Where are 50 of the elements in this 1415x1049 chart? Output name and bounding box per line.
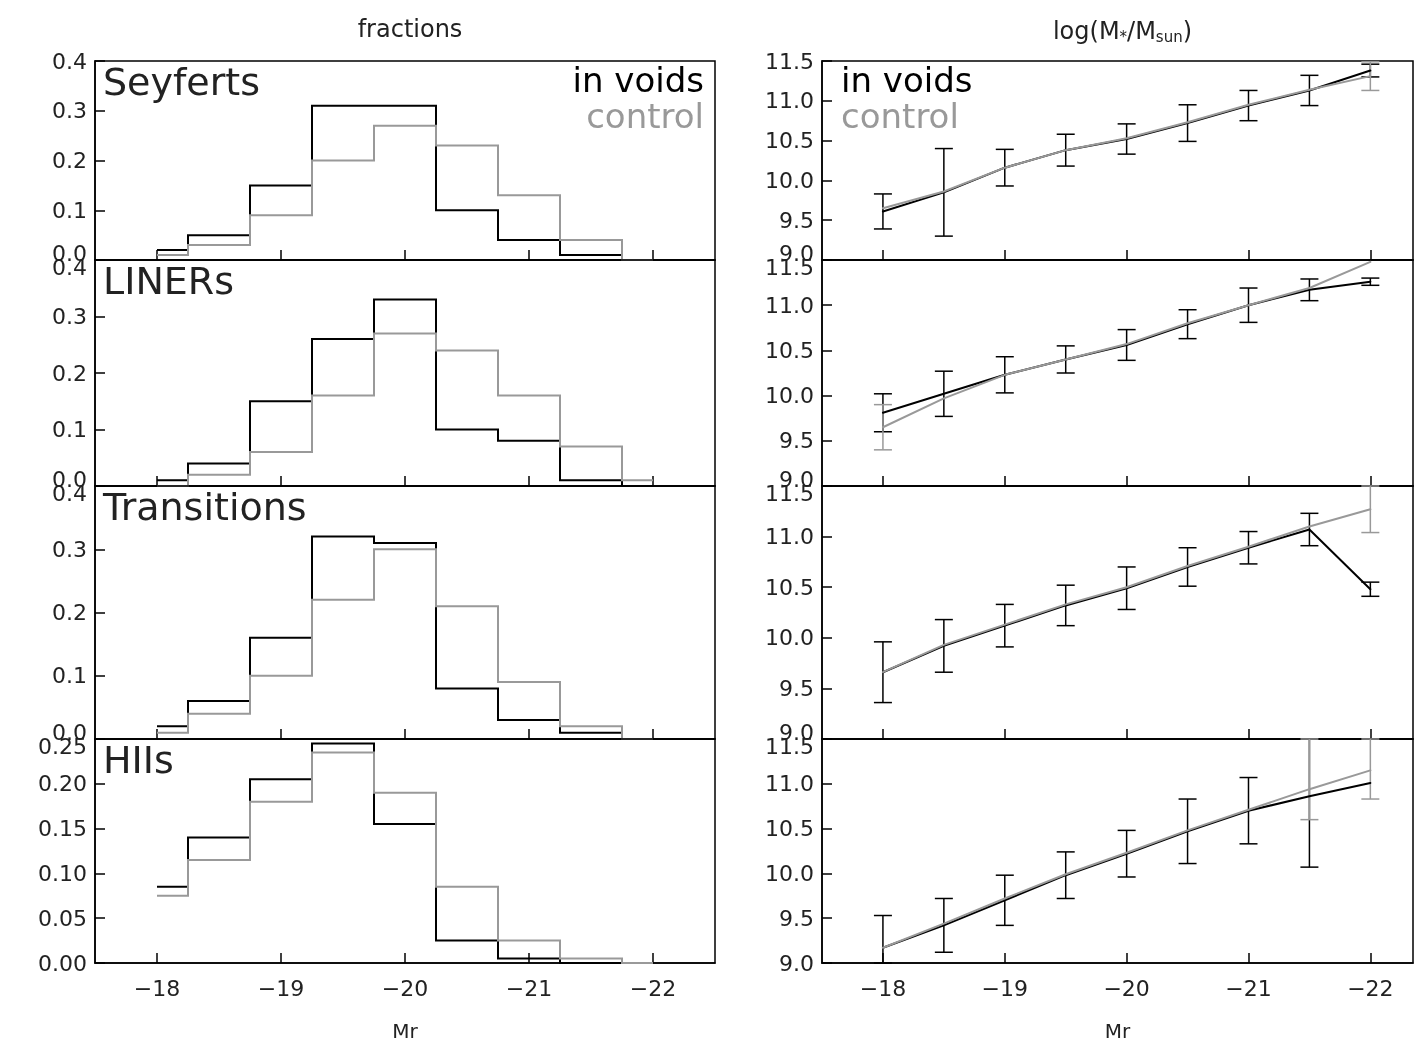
y-tick-label: 0.3	[52, 98, 87, 124]
y-tick-label: 0.1	[52, 417, 87, 442]
x-tick-label: −21	[505, 975, 553, 1001]
y-tick-label: 9.5	[779, 675, 814, 701]
x-tick-label: −19	[981, 975, 1028, 1001]
y-tick-label: 10.0	[765, 383, 814, 409]
y-tick-label: 0.2	[52, 600, 87, 625]
y-tick-label: 9.5	[779, 207, 814, 233]
y-tick-label: 9.5	[779, 905, 814, 931]
x-tick-label: −22	[1347, 975, 1394, 1001]
y-tick-label: 11.0	[765, 88, 814, 114]
y-tick-label: 0.2	[52, 360, 87, 386]
y-tick-label: 0.2	[52, 148, 87, 173]
y-tick-label: 10.5	[765, 816, 814, 842]
y-axis-title: fractions	[357, 15, 463, 43]
y-tick-label: 10.5	[765, 337, 814, 363]
annotation: Seyferts	[103, 60, 261, 104]
x-tick-label: −18	[133, 975, 181, 1001]
y-tick-label: 0.3	[52, 304, 87, 329]
y-tick-label: 0.20	[38, 771, 87, 797]
y-tick-label: 11.5	[765, 48, 814, 74]
y-tick-label: 9.5	[779, 428, 814, 454]
y-tick-label: 0.05	[38, 905, 87, 931]
y-tick-label: 11.0	[765, 292, 814, 318]
x-tick-label: −19	[257, 975, 305, 1001]
x-axis-title: Mr	[392, 1019, 419, 1043]
y-tick-label: 9.0	[779, 950, 814, 976]
x-tick-label: −21	[1225, 975, 1272, 1001]
x-tick-label: −20	[381, 975, 429, 1001]
y-tick-label: 10.5	[765, 128, 814, 154]
y-tick-label: 0.10	[38, 860, 87, 886]
y-tick-label: 10.5	[765, 574, 814, 600]
x-tick-label: −18	[859, 975, 907, 1001]
y-tick-label: 0.15	[38, 816, 87, 842]
y-tick-label: 0.3	[52, 536, 87, 562]
y-tick-label: 0.00	[38, 950, 87, 976]
y-tick-label: 10.0	[765, 860, 814, 886]
annotation: HIIs	[103, 738, 174, 782]
y-tick-label: 0.1	[52, 663, 87, 689]
x-axis-title: Mr	[1104, 1019, 1132, 1043]
x-tick-label: −22	[629, 975, 677, 1001]
y-tick-label: 11.0	[765, 524, 814, 550]
y-tick-label: 0.4	[52, 48, 87, 74]
y-tick-label: 11.0	[765, 771, 814, 797]
x-tick-label: −20	[1103, 975, 1150, 1001]
annotation: Transitions	[102, 485, 307, 529]
y-tick-label: 10.0	[765, 625, 814, 651]
annotation: LINERs	[103, 259, 235, 303]
y-tick-label: 10.0	[765, 167, 814, 193]
y-tick-label: 0.1	[52, 197, 87, 223]
